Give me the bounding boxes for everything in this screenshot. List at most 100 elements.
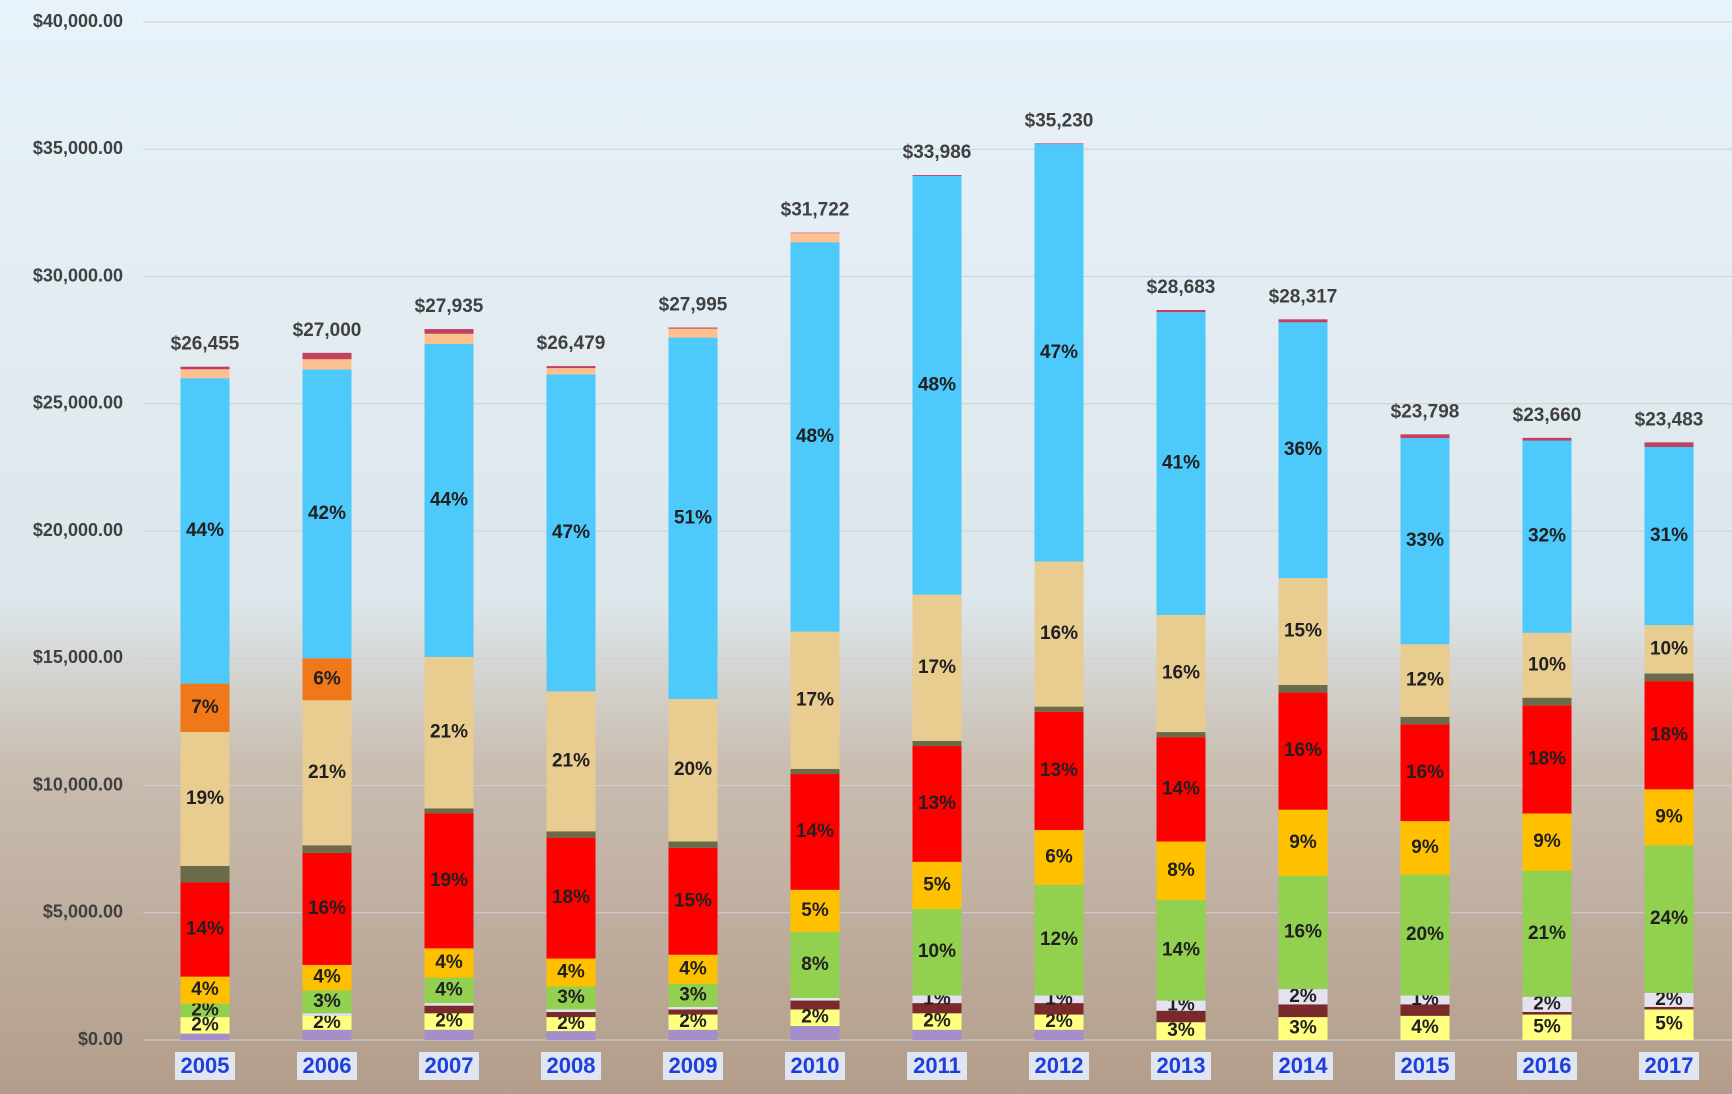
bar-segment	[669, 328, 718, 329]
segment-label: 48%	[918, 374, 956, 395]
bar-segment	[425, 329, 474, 334]
bar-segment	[425, 1003, 474, 1006]
total-label: $27,000	[293, 320, 362, 341]
segment-label: 21%	[430, 722, 468, 743]
bar-segment	[791, 233, 840, 234]
segment-label: 41%	[1162, 453, 1200, 474]
segment-label: 13%	[918, 793, 956, 814]
x-tick-label: 2006	[303, 1053, 352, 1078]
total-label: $28,317	[1269, 286, 1338, 307]
y-tick-label: $0.00	[78, 1029, 123, 1049]
bar-segment	[425, 808, 474, 813]
segment-label: 9%	[1533, 831, 1561, 852]
total-label: $26,479	[537, 333, 606, 354]
x-tick-label: 2017	[1645, 1053, 1694, 1078]
segment-label: 20%	[674, 759, 712, 780]
bar-segment	[669, 1009, 718, 1014]
x-tick-label: 2014	[1279, 1053, 1329, 1078]
bar-segment	[669, 329, 718, 338]
total-label: $23,483	[1635, 409, 1704, 430]
y-tick-label: $40,000.00	[33, 11, 123, 31]
page: $0.00$5,000.00$10,000.00$15,000.00$20,00…	[0, 0, 1732, 1094]
total-label: $33,986	[903, 142, 972, 163]
segment-label: 33%	[1406, 530, 1444, 551]
y-tick-label: $5,000.00	[43, 902, 123, 922]
segment-label: 18%	[552, 887, 590, 908]
segment-label: 18%	[1528, 748, 1566, 769]
total-label: $28,683	[1147, 277, 1216, 298]
segment-label: 4%	[679, 958, 707, 979]
total-label: $27,935	[415, 296, 484, 317]
bar-segment	[547, 368, 596, 374]
segment-label: 18%	[1650, 724, 1688, 745]
x-tick-label: 2010	[791, 1053, 840, 1078]
bar-segment	[913, 741, 962, 746]
bar-segment	[547, 1012, 596, 1017]
total-label: $26,455	[171, 334, 240, 355]
segment-label: 5%	[801, 900, 829, 921]
y-tick-label: $35,000.00	[33, 138, 123, 158]
y-tick-label: $10,000.00	[33, 774, 123, 794]
bar-segment	[425, 334, 474, 344]
segment-label: 16%	[1284, 921, 1322, 942]
segment-label: 3%	[679, 984, 707, 1005]
segment-label: 4%	[435, 979, 463, 1000]
bar-segment	[1645, 442, 1694, 447]
segment-label: 16%	[1040, 623, 1078, 644]
segment-label: 4%	[557, 962, 585, 983]
x-tick-label: 2015	[1401, 1053, 1450, 1078]
segment-label: 17%	[918, 657, 956, 678]
segment-label: 4%	[313, 967, 341, 988]
x-tick-label: 2005	[181, 1053, 230, 1078]
bar-segment	[1279, 319, 1328, 322]
segment-label: 3%	[557, 987, 585, 1008]
segment-label: 5%	[923, 874, 951, 895]
segment-label: 16%	[1162, 663, 1200, 684]
segment-label: 19%	[186, 788, 224, 809]
bar-segment	[303, 845, 352, 853]
segment-label: 5%	[1533, 1016, 1561, 1037]
bar-segment	[669, 1007, 718, 1010]
segment-label: 16%	[1284, 740, 1322, 761]
bar-segment	[1157, 732, 1206, 737]
segment-label: 51%	[674, 507, 712, 528]
segment-label: 13%	[1040, 760, 1078, 781]
segment-label: 4%	[191, 979, 219, 1000]
y-tick-label: $20,000.00	[33, 520, 123, 540]
segment-label: 9%	[1411, 837, 1439, 858]
segment-label: 6%	[313, 668, 341, 689]
segment-label: 44%	[186, 520, 224, 541]
segment-label: 5%	[1655, 1014, 1683, 1035]
segment-label: 42%	[308, 503, 346, 524]
chart: $0.00$5,000.00$10,000.00$15,000.00$20,00…	[0, 0, 1732, 1094]
segment-label: 2%	[435, 1011, 463, 1032]
segment-label: 15%	[674, 890, 712, 911]
bar-segment	[1523, 438, 1572, 441]
segment-label: 15%	[1284, 621, 1322, 642]
segment-label: 10%	[1528, 654, 1566, 675]
bar-segment	[1157, 310, 1206, 312]
segment-label: 36%	[1284, 439, 1322, 460]
segment-label: 31%	[1650, 525, 1688, 546]
segment-label: 21%	[552, 750, 590, 771]
segment-label: 14%	[1162, 939, 1200, 960]
bar-segment	[1279, 685, 1328, 693]
bar-segment	[1645, 674, 1694, 682]
total-label: $23,660	[1513, 405, 1582, 426]
bar-segment	[547, 831, 596, 837]
segment-label: 4%	[435, 952, 463, 973]
segment-label: 48%	[796, 426, 834, 447]
x-tick-label: 2007	[425, 1053, 474, 1078]
segment-label: 44%	[430, 489, 468, 510]
bar-segment	[181, 369, 230, 378]
bar-segment	[791, 769, 840, 774]
bar-segment	[547, 1009, 596, 1012]
total-label: $23,798	[1391, 401, 1460, 422]
segment-label: 12%	[1040, 929, 1078, 950]
bar-segment	[303, 353, 352, 359]
total-label: $31,722	[781, 200, 850, 221]
bar-segment	[1523, 698, 1572, 706]
x-tick-label: 2013	[1157, 1053, 1206, 1078]
bar-segment	[1035, 707, 1084, 712]
segment-label: 7%	[191, 697, 219, 718]
